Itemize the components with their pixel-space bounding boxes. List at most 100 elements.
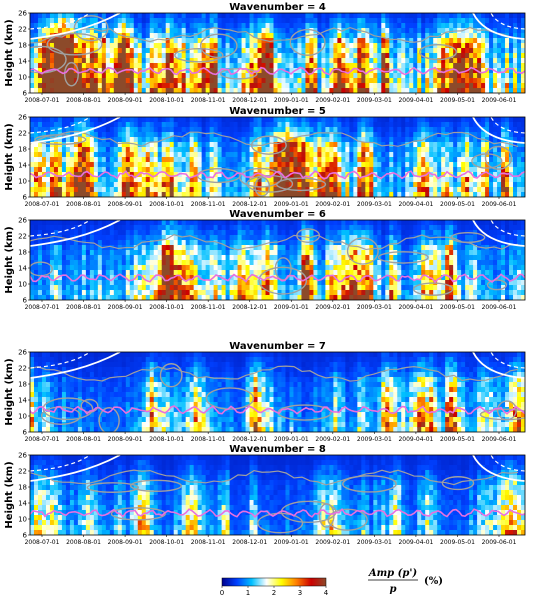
panel-title: Wavenumber = 5 xyxy=(229,106,326,117)
x-tick-label: 2008-08-01 xyxy=(66,436,101,443)
y-tick-label: 18 xyxy=(18,146,27,154)
x-tick-label: 2008-11-01 xyxy=(191,97,226,104)
x-tick-label: 2008-09-01 xyxy=(108,539,143,546)
y-tick-label: 26 xyxy=(18,114,27,122)
y-tick-label: 6 xyxy=(23,297,28,305)
panel-title: Wavenumber = 6 xyxy=(229,209,326,220)
y-tick-label: 22 xyxy=(18,468,27,476)
y-tick-label: 26 xyxy=(18,452,27,460)
x-tick-label: 2009-05-01 xyxy=(440,539,475,546)
x-tick-label: 2009-06-01 xyxy=(482,539,517,546)
x-tick-label: 2008-09-01 xyxy=(108,201,143,208)
x-tick-label: 2009-06-01 xyxy=(482,304,517,311)
x-tick-label: 2009-06-01 xyxy=(482,201,517,208)
heatmap xyxy=(30,220,525,300)
y-tick-label: 10 xyxy=(18,413,27,421)
x-tick-label: 2008-10-01 xyxy=(149,436,184,443)
x-tick-label: 2008-10-01 xyxy=(149,201,184,208)
heatmap xyxy=(30,352,525,432)
x-tick-label: 2009-03-01 xyxy=(357,436,392,443)
x-tick-label: 2009-01-01 xyxy=(274,201,309,208)
x-tick-label: 2009-01-01 xyxy=(274,436,309,443)
x-tick-label: 2009-03-01 xyxy=(357,304,392,311)
y-tick-label: 14 xyxy=(18,397,27,405)
x-tick-label: 2009-05-01 xyxy=(440,304,475,311)
y-tick-label: 14 xyxy=(18,500,27,508)
x-tick-label: 2008-07-01 xyxy=(25,97,60,104)
y-tick-label: 26 xyxy=(18,10,27,18)
x-tick-label: 2009-04-01 xyxy=(398,436,433,443)
y-tick-label: 18 xyxy=(18,484,27,492)
x-tick-label: 2008-11-01 xyxy=(191,201,226,208)
x-tick-label: 2008-12-01 xyxy=(232,304,267,311)
colorbar-tick-label: 2 xyxy=(272,589,276,597)
x-tick-label: 2008-10-01 xyxy=(149,97,184,104)
y-axis-label: Height (km) xyxy=(4,461,15,528)
x-tick-label: 2008-12-01 xyxy=(232,201,267,208)
plot-frame xyxy=(29,454,526,536)
colorbar-tick-label: 3 xyxy=(298,589,302,597)
x-tick-label: 2009-04-01 xyxy=(398,304,433,311)
y-axis-label: Height (km) xyxy=(4,19,15,86)
y-tick-label: 14 xyxy=(18,265,27,273)
x-tick-label: 2008-11-01 xyxy=(191,436,226,443)
x-tick-label: 2008-08-01 xyxy=(66,304,101,311)
y-tick-label: 22 xyxy=(18,365,27,373)
colorbar-gradient xyxy=(221,577,327,587)
y-tick-label: 18 xyxy=(18,249,27,257)
panel-title: Wavenumber = 4 xyxy=(229,2,326,13)
x-tick-label: 2008-09-01 xyxy=(108,436,143,443)
x-tick-label: 2009-02-01 xyxy=(315,201,350,208)
x-tick-label: 2009-05-01 xyxy=(440,97,475,104)
x-tick-label: 2009-05-01 xyxy=(440,201,475,208)
y-tick-label: 6 xyxy=(23,194,28,202)
x-tick-label: 2008-07-01 xyxy=(25,436,60,443)
y-tick-label: 10 xyxy=(18,516,27,524)
y-tick-label: 6 xyxy=(23,429,28,437)
y-tick-label: 22 xyxy=(18,233,27,241)
x-tick-label: 2008-09-01 xyxy=(108,97,143,104)
colorbar-tick-label: 4 xyxy=(324,589,329,597)
x-tick-label: 2008-12-01 xyxy=(232,539,267,546)
y-tick-label: 26 xyxy=(18,349,27,357)
x-tick-label: 2009-06-01 xyxy=(482,97,517,104)
x-tick-label: 2009-02-01 xyxy=(315,304,350,311)
heatmap xyxy=(30,117,525,197)
y-tick-label: 14 xyxy=(18,58,27,66)
y-tick-label: 10 xyxy=(18,281,27,289)
y-tick-label: 14 xyxy=(18,162,27,170)
plot-frame xyxy=(29,219,526,301)
x-tick-label: 2009-04-01 xyxy=(398,97,433,104)
colorbar-tick-label: 0 xyxy=(220,589,224,597)
y-tick-label: 6 xyxy=(23,532,28,540)
plot-frame xyxy=(29,351,526,433)
x-tick-label: 2009-02-01 xyxy=(315,436,350,443)
colorbar-tick-label: 1 xyxy=(246,589,250,597)
y-tick-label: 10 xyxy=(18,178,27,186)
y-tick-label: 6 xyxy=(23,90,28,98)
y-tick-label: 26 xyxy=(18,217,27,225)
panel-title: Wavenumber = 8 xyxy=(229,444,326,455)
x-tick-label: 2008-10-01 xyxy=(149,539,184,546)
x-tick-label: 2009-05-01 xyxy=(440,436,475,443)
x-tick-label: 2008-08-01 xyxy=(66,539,101,546)
colorbar-unit: (%) xyxy=(424,576,443,587)
x-tick-label: 2009-01-01 xyxy=(274,97,309,104)
x-tick-label: 2008-11-01 xyxy=(191,539,226,546)
x-tick-label: 2009-03-01 xyxy=(357,539,392,546)
y-axis-label: Height (km) xyxy=(4,226,15,293)
x-tick-label: 2009-01-01 xyxy=(274,304,309,311)
x-tick-label: 2009-02-01 xyxy=(315,97,350,104)
y-tick-label: 18 xyxy=(18,381,27,389)
x-tick-label: 2009-04-01 xyxy=(398,539,433,546)
x-tick-label: 2009-03-01 xyxy=(357,97,392,104)
plot-frame xyxy=(29,116,526,198)
x-tick-label: 2009-02-01 xyxy=(315,539,350,546)
x-tick-label: 2008-09-01 xyxy=(108,304,143,311)
